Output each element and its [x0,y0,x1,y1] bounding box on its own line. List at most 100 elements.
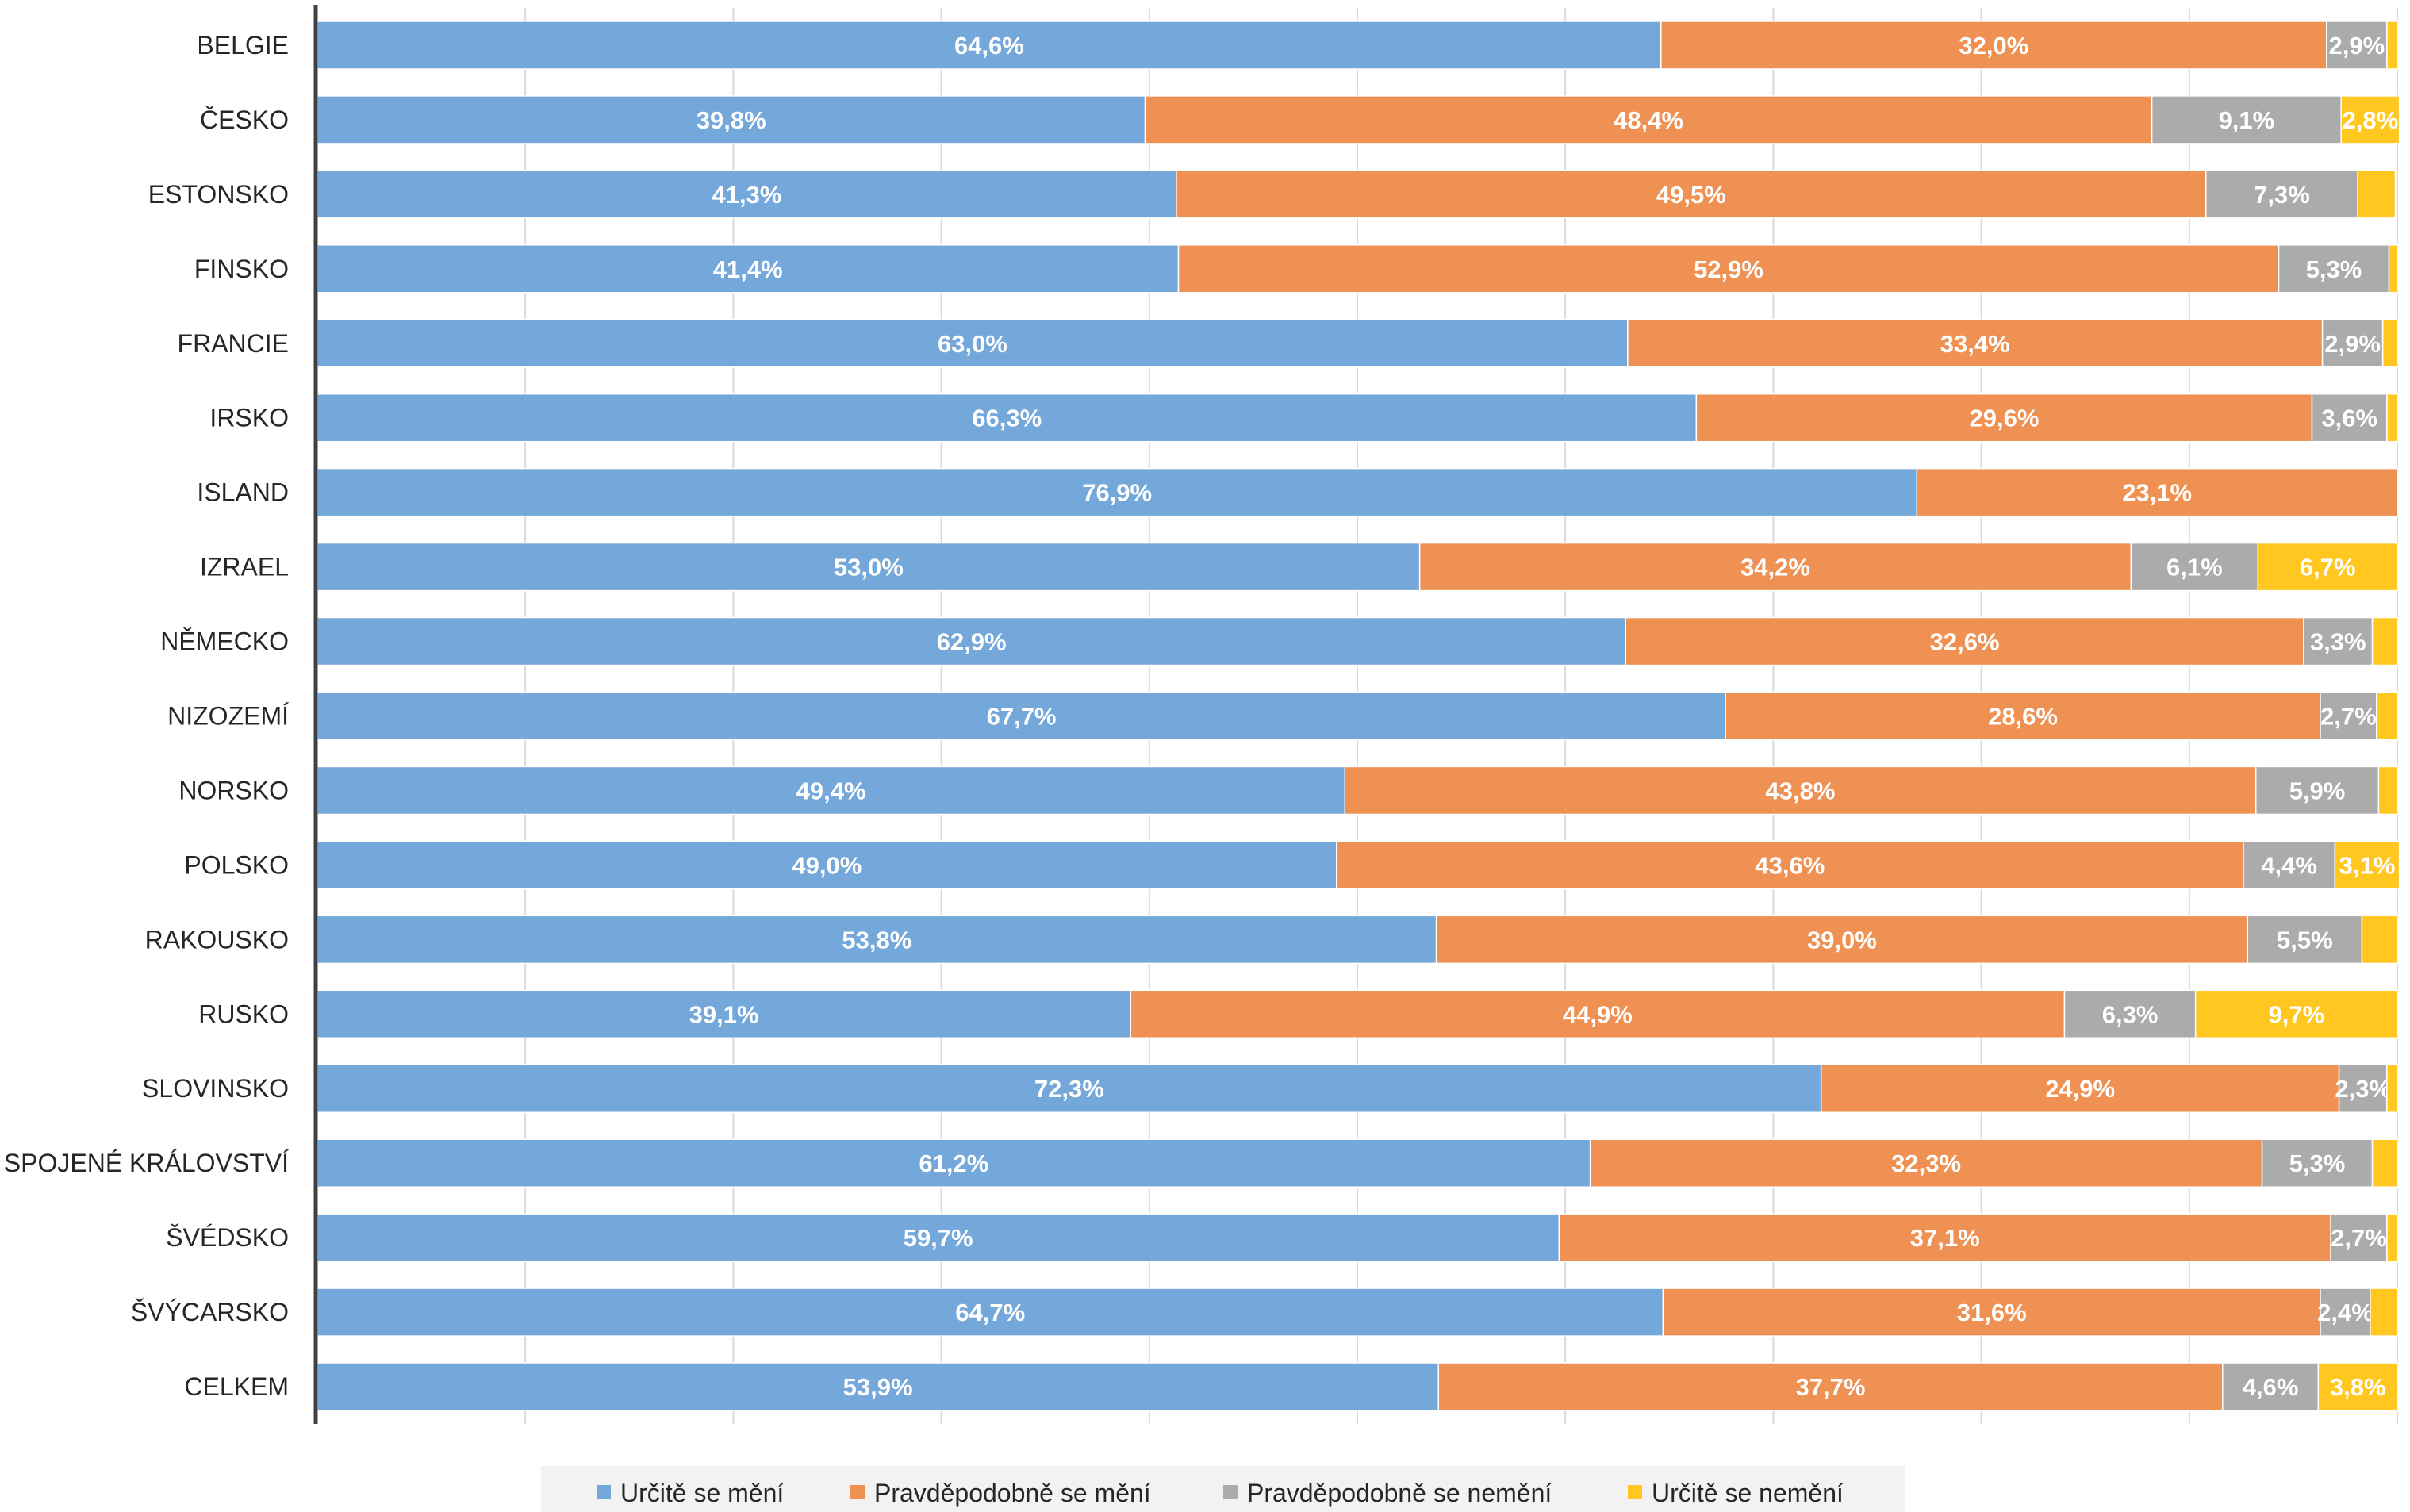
category-label: IRSKO [209,404,289,432]
data-label: 2,4% [2317,1299,2374,1326]
category-label: ŠVÉDSKO [166,1223,289,1252]
bar-segment [2386,1064,2398,1113]
legend-swatch [850,1485,865,1499]
data-label: 59,7% [904,1224,973,1252]
bar-segment [2334,840,2400,890]
bar-row: 49,0% 43,6% 4,4% 3,1% [317,840,2400,890]
data-label: 34,2% [1740,554,1810,581]
data-label: 49,4% [796,777,866,804]
bar-segment [1437,1362,2224,1411]
bar-segment [2278,244,2390,294]
category-label: ČESKO [200,106,289,134]
category-label: SLOVINSKO [142,1074,289,1103]
data-label: 76,9% [1082,479,1152,507]
bar-segment [1558,1213,2331,1262]
bar-segment [2377,766,2398,815]
category-label: BELGIE [197,31,289,59]
category-label: ESTONSKO [148,180,289,209]
bar-segment [2222,1362,2320,1411]
data-label: 3,1% [2339,851,2396,879]
bar-segment [317,170,1177,219]
bar-segment [317,467,1918,517]
data-label: 4,6% [2243,1373,2299,1401]
bar-segment [317,1362,1440,1411]
data-label: 6,3% [2102,1000,2159,1028]
legend-label: Pravděpodobně se mění [874,1479,1151,1507]
data-label: 44,9% [1563,1000,1633,1028]
data-label: 2,9% [2329,32,2385,59]
data-label: 61,2% [919,1149,988,1177]
bar-segment [1660,21,2327,70]
data-label: 53,9% [843,1373,913,1401]
bar-segment [1625,616,2304,666]
bar-segment [1435,915,2248,965]
bar-row: 39,1% 44,9% 6,3% 9,7% [317,989,2398,1039]
bar-segment [2321,319,2384,368]
legend-swatch [1223,1485,1238,1499]
data-label: 41,3% [712,181,781,209]
bar-segment [2257,542,2398,592]
data-label: 6,7% [2300,554,2356,581]
bar-segment [2371,1138,2398,1188]
data-label: 49,0% [792,851,862,879]
bar-segment [1627,319,2324,368]
bar-segment [2303,616,2374,666]
legend-swatch [1628,1485,1642,1499]
data-label: 6,1% [2166,554,2223,581]
bar-row: 64,7% 31,6% 2,4% [317,1288,2398,1337]
data-label: 39,1% [689,1000,759,1028]
bar-segment [2357,170,2397,219]
legend-label: Určitě se nemění [1652,1479,1844,1507]
data-label: 32,6% [1930,628,2000,656]
data-label: 7,3% [2254,181,2310,209]
category-label: ISLAND [197,478,289,507]
bar-segment [2370,1288,2398,1337]
category-label: NĚMECKO [160,627,289,656]
data-label: 39,8% [697,106,766,134]
bar-row: 72,3% 24,9% 2,3% [317,1064,2398,1113]
data-label: 31,6% [1957,1299,2027,1326]
bar-segment [2317,1362,2398,1411]
data-label: 37,1% [1910,1224,1980,1252]
data-label: 3,3% [2310,628,2366,656]
bar-segment [2247,915,2363,965]
bar-segment [2388,244,2398,294]
category-labels: BELGIE ČESKO ESTONSKO FINSKO FRANCIE IRSKO ISL… [4,31,289,1401]
legend-swatch [597,1485,611,1499]
data-label: 2,7% [2331,1224,2387,1252]
data-label: 4,4% [2261,851,2317,879]
data-label: 28,6% [1988,703,2058,731]
bar-segment [317,244,1180,294]
legend-item: Pravděpodobně se mění [850,1479,1151,1507]
bar-row: 39,8% 48,4% 9,1% 2,8% [317,95,2400,144]
legend-item: Určitě se nemění [1628,1479,1844,1507]
category-label: FINSKO [194,255,289,283]
bar-segment [1418,542,2132,592]
data-label: 62,9% [937,628,1007,656]
data-label: 24,9% [2045,1075,2115,1103]
category-label: RAKOUSKO [145,925,289,954]
data-label: 64,7% [955,1299,1025,1326]
bar-segment [1725,691,2321,741]
bar-row: 64,6% 32,0% 2,9% [317,21,2398,70]
data-label: 9,1% [2219,106,2275,134]
bar-segment [317,1138,1591,1188]
data-label: 5,9% [2289,777,2346,804]
bar-segment [1662,1288,2321,1337]
data-label: 2,9% [2324,330,2381,358]
bar-segment [317,1288,1664,1337]
bar-row: 59,7% 37,1% 2,7% [317,1213,2398,1262]
data-label: 41,4% [713,255,783,283]
bar-row: 76,9% 23,1% [317,467,2398,517]
data-label: 66,3% [972,405,1042,432]
bar-segment [1695,393,2313,443]
bar-row: 41,4% 52,9% 5,3% [317,244,2398,294]
bar-segment [2243,840,2336,890]
legend: Určitě se mění Pravděpodobně se mění Pravd… [541,1466,1905,1512]
data-label: 32,3% [1891,1149,1961,1177]
data-label: 63,0% [938,330,1007,358]
bar-row: 53,9% 37,7% 4,6% 3,8% [317,1362,2398,1411]
bar-segment [2386,21,2398,70]
data-label: 9,7% [2268,1000,2324,1028]
